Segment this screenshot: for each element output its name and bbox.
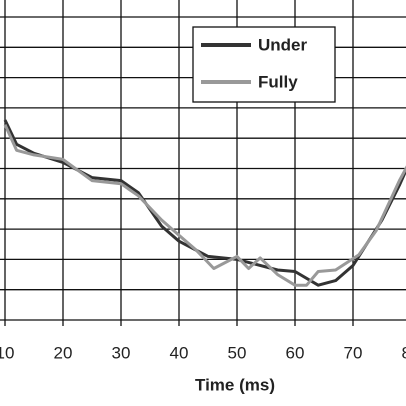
series-line (3, 119, 406, 287)
legend-label: Fully (258, 72, 298, 91)
x-tick-label: 80 (402, 343, 406, 362)
x-tick-label: 30 (112, 343, 131, 362)
series-line (3, 123, 406, 287)
x-tick-label: 50 (228, 343, 247, 362)
x-tick-label: 20 (54, 343, 73, 362)
x-tick-label: 10 (0, 343, 14, 362)
legend-box (192, 26, 336, 103)
x-tick-label: 40 (170, 343, 189, 362)
x-axis-label: Time (ms) (195, 375, 275, 394)
legend-label: Under (258, 35, 308, 54)
x-tick-label: 70 (344, 343, 363, 362)
x-tick-label: 60 (286, 343, 305, 362)
